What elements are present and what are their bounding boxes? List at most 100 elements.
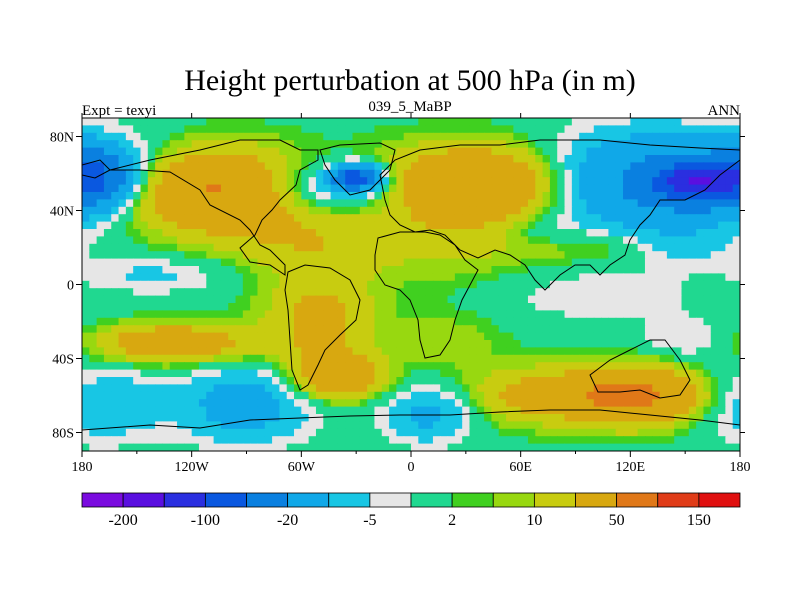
field-cell xyxy=(359,251,368,260)
field-cell xyxy=(111,347,120,356)
field-cell xyxy=(206,421,215,430)
field-cell xyxy=(586,303,595,311)
field-cell xyxy=(257,347,266,356)
field-cell xyxy=(301,421,310,430)
field-cell xyxy=(681,266,690,274)
field-cell xyxy=(220,303,229,311)
field-cell xyxy=(520,288,529,297)
field-cell xyxy=(374,362,383,371)
field-cell xyxy=(345,317,354,326)
field-cell xyxy=(111,436,120,445)
field-cell xyxy=(337,280,346,289)
field-cell xyxy=(155,243,164,252)
chart-title: Height perturbation at 500 hPa (in m) xyxy=(184,64,636,97)
field-cell xyxy=(213,443,222,451)
field-cell xyxy=(96,132,105,141)
field-cell xyxy=(96,406,105,415)
field-cell xyxy=(703,251,712,260)
field-cell xyxy=(520,132,529,141)
field-cell xyxy=(403,377,412,385)
field-cell xyxy=(308,377,317,385)
field-cell xyxy=(250,118,259,126)
field-cell xyxy=(337,236,346,245)
field-cell xyxy=(520,377,529,385)
field-cell xyxy=(652,273,661,282)
field-cell xyxy=(608,310,617,319)
field-cell xyxy=(352,229,361,237)
field-cell xyxy=(330,391,339,400)
field-cell xyxy=(571,147,580,156)
field-cell xyxy=(359,236,368,245)
field-cell xyxy=(652,236,661,245)
field-cell xyxy=(315,406,324,415)
field-cell xyxy=(111,354,120,363)
field-cell xyxy=(710,169,719,178)
field-cell xyxy=(315,362,324,371)
field-cell xyxy=(228,347,237,356)
field-cell xyxy=(323,147,332,156)
field-cell xyxy=(125,125,134,134)
field-cell xyxy=(184,384,193,393)
field-cell xyxy=(535,332,544,341)
field-cell xyxy=(367,229,376,237)
field-cell xyxy=(315,221,324,230)
field-cell xyxy=(82,384,90,393)
field-cell xyxy=(177,317,185,326)
field-cell xyxy=(82,199,90,208)
field-cell xyxy=(418,340,427,348)
field-cell xyxy=(447,125,456,134)
field-cell xyxy=(345,251,354,260)
field-cell xyxy=(125,354,134,363)
field-cell xyxy=(125,347,134,356)
field-cell xyxy=(367,347,376,356)
field-cell xyxy=(125,229,134,237)
field-cell xyxy=(272,354,280,363)
field-cell xyxy=(381,258,390,267)
field-cell xyxy=(82,118,90,126)
field-cell xyxy=(330,125,339,134)
field-cell xyxy=(659,177,668,186)
field-cell xyxy=(177,192,185,200)
field-cell xyxy=(476,125,485,134)
field-cell xyxy=(286,443,295,451)
field-cell xyxy=(557,273,566,282)
field-cell xyxy=(184,162,193,171)
field-cell xyxy=(206,229,215,237)
field-cell xyxy=(674,428,683,437)
field-cell xyxy=(725,421,734,430)
field-cell xyxy=(337,406,346,415)
field-cell xyxy=(242,206,251,215)
field-cell xyxy=(308,125,317,134)
field-cell xyxy=(593,251,602,260)
field-cell xyxy=(644,310,653,319)
field-cell xyxy=(564,406,573,415)
field-cell xyxy=(220,325,229,334)
field-cell xyxy=(710,206,719,215)
field-cell xyxy=(162,221,171,230)
field-cell xyxy=(440,310,449,319)
field-cell xyxy=(345,221,354,230)
field-cell xyxy=(542,199,551,208)
field-cell xyxy=(111,192,120,200)
field-cell xyxy=(403,443,412,451)
field-cell xyxy=(155,340,164,348)
field-cell xyxy=(557,310,566,319)
field-cell xyxy=(411,118,419,126)
field-cell xyxy=(374,199,383,208)
field-cell xyxy=(301,428,310,437)
field-cell xyxy=(615,443,624,451)
field-cell xyxy=(294,229,302,237)
field-cell xyxy=(637,192,646,200)
field-cell xyxy=(315,214,324,223)
field-cell xyxy=(527,266,536,274)
field-cell xyxy=(615,243,624,252)
field-cell xyxy=(242,177,251,186)
field-cell xyxy=(220,206,229,215)
field-cell xyxy=(396,118,405,126)
field-cell xyxy=(542,332,551,341)
field-cell xyxy=(703,199,712,208)
field-cell xyxy=(696,414,705,422)
field-cell xyxy=(703,243,712,252)
field-cell xyxy=(374,140,383,149)
field-cell xyxy=(272,132,280,141)
